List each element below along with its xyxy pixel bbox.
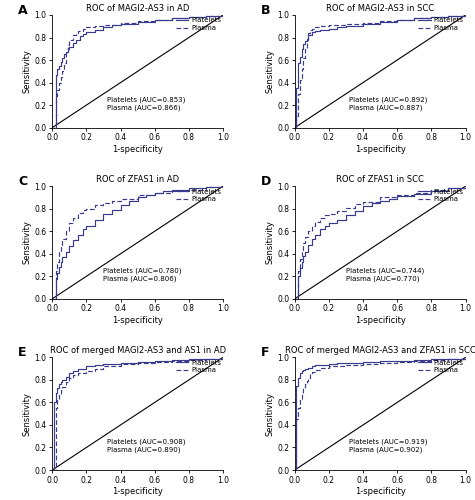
Y-axis label: Sensitivity: Sensitivity [23,50,32,93]
X-axis label: 1-specificity: 1-specificity [112,488,163,496]
Text: B: B [261,4,270,16]
X-axis label: 1-specificity: 1-specificity [112,316,163,325]
Text: Platelets (AUC=0.919)
Plasma (AUC=0.902): Platelets (AUC=0.919) Plasma (AUC=0.902) [350,438,428,454]
Title: ROC of merged MAGI2-AS3 and ZFAS1 in SCC: ROC of merged MAGI2-AS3 and ZFAS1 in SCC [285,346,475,355]
Text: Platelets (AUC=0.780)
Plasma (AUC=0.806): Platelets (AUC=0.780) Plasma (AUC=0.806) [104,268,182,282]
Y-axis label: Sensitivity: Sensitivity [265,50,274,93]
X-axis label: 1-specificity: 1-specificity [112,145,163,154]
Legend: Platelets, Plasma: Platelets, Plasma [418,18,464,31]
X-axis label: 1-specificity: 1-specificity [355,316,406,325]
Y-axis label: Sensitivity: Sensitivity [265,220,274,264]
X-axis label: 1-specificity: 1-specificity [355,145,406,154]
Legend: Platelets, Plasma: Platelets, Plasma [418,360,464,374]
Legend: Platelets, Plasma: Platelets, Plasma [176,18,221,31]
Text: F: F [261,346,269,359]
Legend: Platelets, Plasma: Platelets, Plasma [176,360,221,374]
Y-axis label: Sensitivity: Sensitivity [23,220,32,264]
Text: Platelets (AUC=0.892)
Plasma (AUC=0.887): Platelets (AUC=0.892) Plasma (AUC=0.887) [350,96,428,111]
Title: ROC of MAGI2-AS3 in AD: ROC of MAGI2-AS3 in AD [86,4,190,13]
X-axis label: 1-specificity: 1-specificity [355,488,406,496]
Y-axis label: Sensitivity: Sensitivity [23,392,32,436]
Title: ROC of MAGI2-AS3 in SCC: ROC of MAGI2-AS3 in SCC [326,4,434,13]
Text: Platelets (AUC=0.853)
Plasma (AUC=0.866): Platelets (AUC=0.853) Plasma (AUC=0.866) [107,96,185,111]
Legend: Platelets, Plasma: Platelets, Plasma [418,188,464,202]
Text: Platelets (AUC=0.908)
Plasma (AUC=0.890): Platelets (AUC=0.908) Plasma (AUC=0.890) [107,438,185,454]
Text: C: C [18,175,27,188]
Y-axis label: Sensitivity: Sensitivity [265,392,274,436]
Title: ROC of ZFAS1 in SCC: ROC of ZFAS1 in SCC [336,175,424,184]
Text: Platelets (AUC=0.744)
Plasma (AUC=0.770): Platelets (AUC=0.744) Plasma (AUC=0.770) [346,268,424,282]
Text: E: E [18,346,27,359]
Text: D: D [261,175,271,188]
Title: ROC of ZFAS1 in AD: ROC of ZFAS1 in AD [96,175,179,184]
Legend: Platelets, Plasma: Platelets, Plasma [176,188,221,202]
Text: A: A [18,4,28,16]
Title: ROC of merged MAGI2-AS3 and AS1 in AD: ROC of merged MAGI2-AS3 and AS1 in AD [49,346,226,355]
